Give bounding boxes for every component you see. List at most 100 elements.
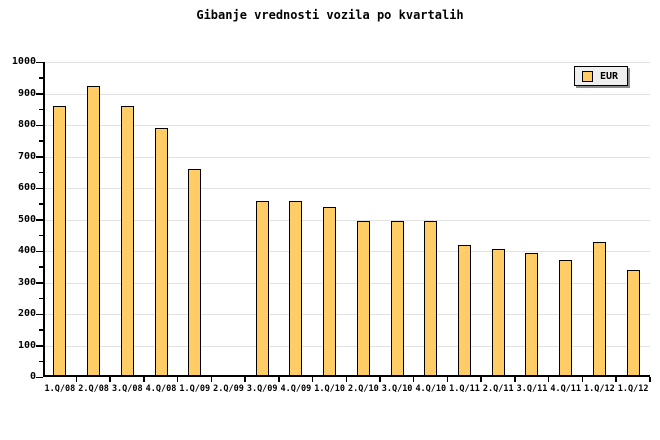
- x-tick-label: 2.Q/08: [78, 384, 109, 394]
- gridline: [43, 125, 650, 126]
- y-major-tick: [36, 124, 43, 126]
- x-tick-label: 4.Q/08: [145, 384, 177, 394]
- legend: EUR: [574, 66, 629, 86]
- bar-2.Q/08: [87, 85, 101, 377]
- y-major-tick: [36, 93, 43, 95]
- y-tick-label: 1000: [11, 56, 36, 67]
- x-tick-label: 1.Q/12: [584, 384, 615, 394]
- x-tick-label: 1.Q/11: [449, 384, 480, 394]
- y-major-tick: [36, 219, 43, 221]
- x-boundary-tick: [514, 377, 516, 382]
- x-boundary-tick: [176, 377, 179, 382]
- x-tick-label: 1.Q/12: [617, 384, 649, 394]
- y-tick-label: 300: [17, 276, 36, 288]
- bar-4.Q/10: [424, 221, 438, 377]
- x-boundary-tick: [480, 377, 482, 382]
- x-tick-label: 3.Q/11: [516, 384, 548, 394]
- y-minor-tick: [39, 171, 43, 174]
- y-major-tick: [36, 313, 43, 315]
- x-boundary-tick: [446, 377, 449, 382]
- x-boundary-tick: [210, 377, 213, 382]
- x-boundary-tick: [109, 377, 111, 382]
- x-boundary-tick: [581, 377, 584, 382]
- y-tick-label: 400: [17, 245, 36, 256]
- y-major-tick: [36, 187, 43, 189]
- plot-area: 0 100 200 300 400 500 600 700 800 900 1000 1.Q/08 2…: [12, 57, 651, 394]
- gridline: [43, 251, 650, 252]
- y-tick-label: 100: [17, 339, 36, 351]
- x-tick-label: 2.Q/10: [348, 384, 379, 394]
- y-major-tick: [36, 156, 43, 158]
- y-tick-label: 900: [17, 87, 36, 99]
- x-boundary-tick: [278, 377, 280, 382]
- bar-3.Q/10: [390, 221, 404, 377]
- x-boundary-tick: [379, 377, 381, 382]
- x-tick-label: 1.Q/09: [179, 384, 211, 394]
- y-minor-tick: [39, 77, 43, 79]
- x-boundary-tick: [244, 377, 246, 382]
- y-major-tick: [36, 61, 43, 63]
- y-axis-line: [43, 62, 45, 377]
- x-tick-label: 4.Q/11: [550, 384, 582, 394]
- x-tick-label: 4.Q/10: [415, 384, 447, 394]
- x-tick-label: 1.Q/08: [44, 384, 76, 394]
- x-boundary-tick: [547, 377, 550, 382]
- bar-4.Q/09: [289, 200, 303, 377]
- gridline: [43, 188, 650, 189]
- bar-3.Q/09: [255, 200, 269, 377]
- y-minor-tick: [39, 297, 43, 300]
- x-boundary-tick: [143, 377, 145, 382]
- bar-2.Q/11: [491, 249, 505, 377]
- bar-1.Q/09: [188, 169, 202, 377]
- x-tick-label: 2.Q/09: [213, 384, 244, 394]
- bar-1.Q/12: [592, 241, 606, 377]
- y-major-tick: [36, 282, 43, 284]
- y-minor-tick: [39, 140, 43, 142]
- y-tick-label: 700: [17, 150, 36, 162]
- y-minor-tick: [39, 360, 43, 363]
- x-tick-label: 3.Q/10: [381, 384, 413, 394]
- y-tick-label: 200: [17, 308, 36, 319]
- gridline: [43, 282, 650, 284]
- y-tick-label: 0: [29, 371, 36, 382]
- y-minor-tick: [39, 203, 43, 205]
- gridline: [43, 93, 650, 95]
- chart-title: Gibanje vrednosti vozila po kvartalih: [196, 8, 464, 22]
- y-major-tick: [36, 376, 43, 378]
- bar-1.Q/12: [626, 269, 640, 377]
- y-tick-label: 500: [17, 213, 36, 225]
- x-tick-label: 4.Q/09: [280, 384, 312, 394]
- bar-4.Q/11: [559, 260, 573, 377]
- y-minor-tick: [39, 266, 43, 268]
- bar-3.Q/11: [525, 252, 539, 377]
- x-tick-label: 2.Q/11: [482, 384, 514, 394]
- y-major-tick: [36, 250, 43, 252]
- x-boundary-tick: [75, 377, 78, 382]
- bar-1.Q/11: [458, 244, 472, 377]
- legend-label: EUR: [600, 70, 619, 82]
- gridline: [43, 156, 650, 158]
- y-tick-label: 600: [17, 182, 36, 193]
- bar-4.Q/08: [154, 128, 168, 377]
- gridline: [43, 314, 650, 315]
- x-boundary-tick: [615, 377, 617, 382]
- bar-1.Q/10: [323, 206, 337, 377]
- y-minor-tick: [39, 108, 43, 111]
- x-tick-label: 1.Q/10: [314, 384, 345, 394]
- bar-2.Q/10: [356, 221, 370, 377]
- y-tick-label: 800: [17, 119, 36, 130]
- x-tick-label: 3.Q/08: [111, 384, 143, 394]
- x-tick-label: 3.Q/09: [246, 384, 278, 394]
- x-axis-line: [43, 375, 650, 377]
- gridline: [43, 219, 650, 221]
- y-major-tick: [36, 345, 43, 347]
- bar-1.Q/08: [53, 106, 67, 377]
- bar-3.Q/08: [120, 106, 134, 377]
- y-minor-tick: [39, 234, 43, 237]
- gridline: [43, 345, 650, 347]
- x-boundary-tick: [412, 377, 415, 382]
- x-boundary-tick: [345, 377, 347, 382]
- legend-swatch-icon: [582, 70, 593, 82]
- gridline: [43, 62, 650, 63]
